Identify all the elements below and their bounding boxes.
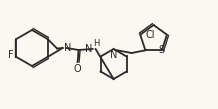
Text: S: S [159, 45, 165, 55]
Text: N: N [64, 43, 71, 53]
Text: N: N [110, 50, 117, 60]
Text: O: O [74, 64, 81, 74]
Text: F: F [8, 50, 14, 60]
Text: N: N [85, 44, 93, 54]
Text: H: H [94, 39, 100, 48]
Text: Cl: Cl [145, 30, 155, 40]
